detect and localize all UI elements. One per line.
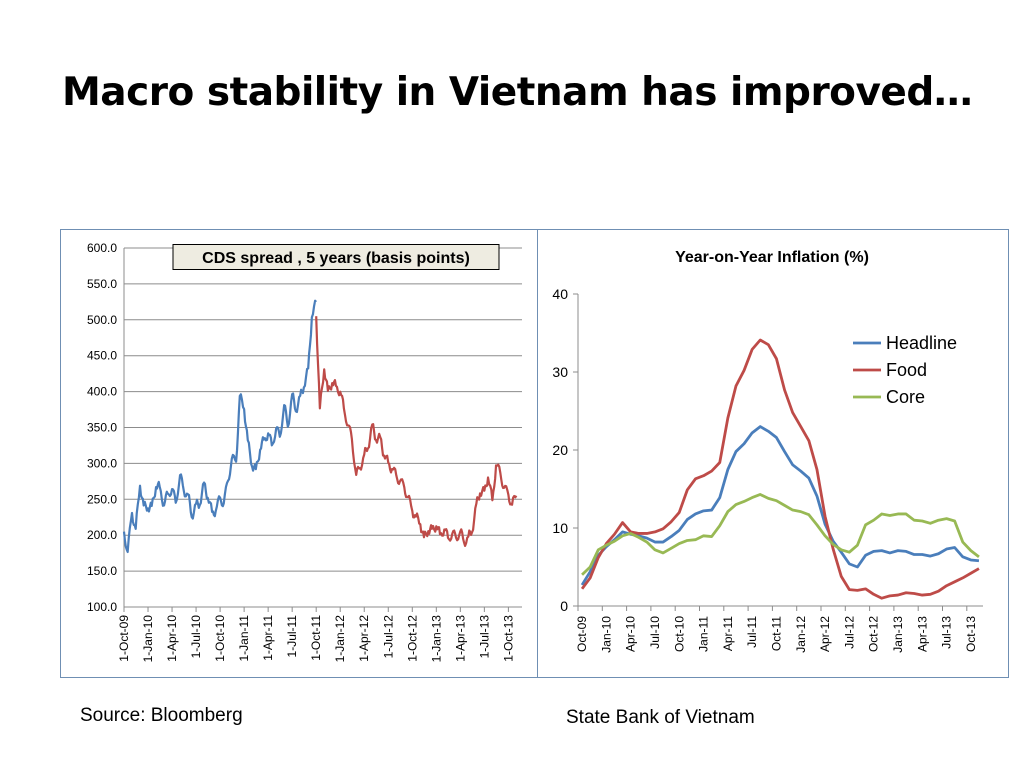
slide-title: Macro stability in Vietnam has improved…: [62, 70, 973, 115]
x-tick-label: Apr-10: [624, 616, 638, 652]
source-bloomberg: Source: Bloomberg: [80, 705, 243, 726]
legend-label-core: Core: [886, 387, 925, 407]
y-tick-label: 500.0: [87, 313, 117, 327]
y-tick-label: 300.0: [87, 456, 117, 470]
y-tick-label: 200.0: [87, 528, 117, 542]
y-tick-label: 30: [552, 364, 568, 380]
inflation-chart-panel: 0 10 20 30 40 Oct-09 Jan-10 Apr-10 Jul-10 Oct-10 J…: [537, 229, 1009, 678]
x-tick-label: Jul-10: [648, 616, 662, 649]
y-tick-label: 600.0: [87, 241, 117, 255]
x-tick-label: 1-Jul-12: [381, 615, 395, 659]
x-tick-label: 1-Jul-11: [285, 615, 299, 658]
y-tick-label: 10: [552, 520, 568, 536]
x-tick-label: Oct-09: [575, 616, 589, 652]
cds-series-red-line: [315, 316, 518, 548]
x-tick-label: 1-Apr-11: [261, 615, 275, 661]
y-tick-label: 100.0: [87, 600, 117, 614]
x-tick-label: 1-Apr-10: [165, 615, 179, 662]
cds-spread-chart-panel: 100.0 150.0 200.0 250.0 300.0 350.0 400.0 450.0…: [60, 229, 539, 678]
x-tick-label: Jan-11: [697, 616, 711, 652]
inflation-chart: 0 10 20 30 40 Oct-09 Jan-10 Apr-10 Jul-10 Oct-10 J…: [552, 249, 983, 653]
x-tick-label: Jul-11: [745, 616, 759, 648]
y-tick-label: 250.0: [87, 492, 117, 506]
y-tick-label: 400.0: [87, 385, 117, 399]
x-tick-label: Jul-13: [940, 616, 954, 649]
y-tick-label: 450.0: [87, 349, 117, 363]
y-tick-label: 40: [552, 286, 568, 302]
x-tick-label: 1-Oct-09: [117, 615, 131, 662]
chart-title-box: [172, 244, 500, 270]
x-tick-label: Oct-11: [769, 616, 783, 651]
cds-series-blue-line: [122, 299, 317, 554]
y-tick-label: 350.0: [87, 421, 117, 435]
x-tick-label: Oct-12: [867, 616, 881, 652]
y-tick-label: 150.0: [87, 564, 117, 578]
x-tick-label: 1-Jan-10: [141, 615, 155, 663]
x-tick-label: 1-Oct-11: [309, 615, 323, 661]
inflation-series-core-line: [581, 493, 980, 576]
x-tick-label: 1-Oct-12: [405, 615, 419, 662]
x-tick-label: 1-Jan-13: [429, 615, 443, 663]
x-tick-label: Jan-10: [599, 616, 613, 653]
x-tick-label: 1-Jul-13: [477, 615, 491, 659]
legend-label-food: Food: [886, 360, 927, 380]
chart-title: Year-on-Year Inflation (%): [675, 249, 869, 266]
x-tick-label: 1-Jan-12: [333, 615, 347, 663]
legend-label-headline: Headline: [886, 333, 957, 353]
y-tick-label: 550.0: [87, 277, 117, 291]
x-tick-label: Oct-10: [672, 616, 686, 652]
y-tick-label: 0: [560, 598, 568, 614]
y-tick-label: 20: [552, 442, 568, 458]
x-tick-label: 1-Jul-10: [189, 615, 203, 659]
x-tick-label: 1-Oct-10: [213, 615, 227, 662]
inflation-series-food-line: [580, 338, 980, 600]
x-tick-label: Jan-13: [891, 616, 905, 653]
x-tick-label: 1-Oct-13: [501, 615, 515, 662]
x-tick-label: 1-Apr-12: [357, 615, 371, 662]
chart-title: CDS spread , 5 years (basis points): [202, 250, 470, 267]
x-tick-label: Apr-13: [915, 616, 929, 652]
x-tick-label: 1-Apr-13: [453, 615, 467, 662]
source-state-bank: State Bank of Vietnam: [566, 707, 755, 728]
x-tick-label: Apr-12: [818, 616, 832, 652]
cds-spread-chart: 100.0 150.0 200.0 250.0 300.0 350.0 400.0 450.0…: [87, 241, 522, 663]
x-tick-label: Jul-12: [842, 616, 856, 649]
x-tick-label: Oct-13: [964, 616, 978, 652]
x-tick-label: Apr-11: [721, 616, 735, 651]
inflation-series-headline-line: [580, 425, 980, 586]
x-tick-label: 1-Jan-11: [237, 615, 251, 662]
x-tick-label: Jan-12: [794, 616, 808, 653]
